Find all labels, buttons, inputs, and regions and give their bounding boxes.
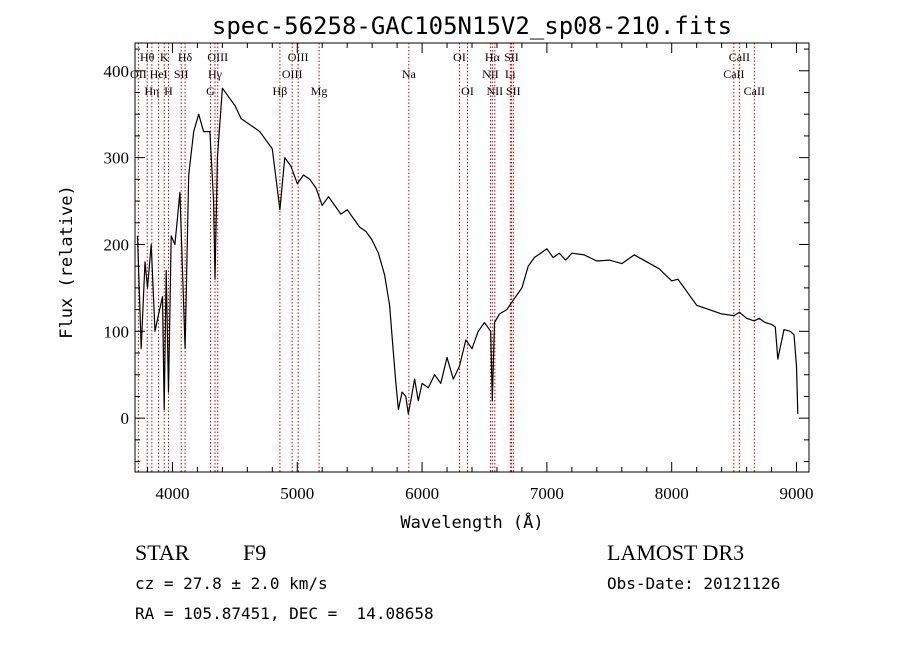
chart-title: spec-56258-GAC105N15V2_sp08-210.fits xyxy=(212,12,732,40)
y-tick-label: 300 xyxy=(104,149,130,168)
y-tick-label: 100 xyxy=(104,322,130,341)
obs-date-line: Obs-Date: 20121126 xyxy=(607,574,781,593)
x-tick-label: 8000 xyxy=(655,484,689,503)
x-tick-label: 4000 xyxy=(155,484,189,503)
y-axis: 0 100 200 300 400 xyxy=(104,48,809,463)
object-class: STAR xyxy=(135,540,190,565)
line-marker-label: SII xyxy=(174,67,189,81)
object-subclass: F9 xyxy=(243,540,267,565)
line-marker-label: CaII xyxy=(723,67,744,81)
coords-line: RA = 105.87451, DEC = 14.08658 xyxy=(135,604,434,623)
x-tick-label: 6000 xyxy=(405,484,439,503)
x-tick-label: 7000 xyxy=(530,484,564,503)
x-axis: 4000 5000 6000 7000 8000 9000 xyxy=(146,43,814,503)
spectrum-line xyxy=(136,87,799,415)
line-marker-label: NII xyxy=(482,67,499,81)
spectral-line-markers: OIIHθHηHeIKHSIIHδGHγOIIIHβOIIIOIIIMgNaOI… xyxy=(130,43,765,472)
line-marker-label: CaII xyxy=(744,84,765,98)
line-marker-label: Hθ xyxy=(140,50,155,64)
line-marker-label: OI xyxy=(461,84,474,98)
line-marker-label: Hη xyxy=(144,84,159,98)
redshift-line: cz = 27.8 ± 2.0 km/s xyxy=(135,574,328,593)
x-axis-label: Wavelength (Å) xyxy=(400,511,543,533)
line-marker-label: G xyxy=(206,84,215,98)
y-tick-label: 0 xyxy=(121,409,130,428)
line-marker-label: SII xyxy=(506,84,521,98)
line-marker-label: Hα xyxy=(485,50,501,64)
survey-name: LAMOST DR3 xyxy=(607,540,745,565)
line-marker-label: K xyxy=(160,50,169,64)
x-tick-label: 5000 xyxy=(280,484,314,503)
line-marker-label: CaII xyxy=(729,50,750,64)
line-marker-label: OIII xyxy=(282,67,303,81)
line-marker-label: OII xyxy=(130,67,147,81)
line-marker-label: Hγ xyxy=(208,67,223,81)
y-axis-label: Flux (relative) xyxy=(57,185,77,339)
line-marker-label: H xyxy=(164,84,173,98)
spectrum-series xyxy=(136,87,799,415)
line-marker-label: Hδ xyxy=(178,50,193,64)
line-marker-label: NII xyxy=(487,84,504,98)
line-marker-label: Li xyxy=(505,67,516,81)
line-marker-label: Mg xyxy=(311,84,328,98)
line-marker-label: SII xyxy=(504,50,519,64)
line-marker-label: Na xyxy=(402,67,417,81)
line-marker-label: OI xyxy=(453,50,466,64)
line-marker-label: OIII xyxy=(288,50,309,64)
line-marker-label: Hβ xyxy=(273,84,288,98)
line-marker-label: OIII xyxy=(207,50,228,64)
y-tick-label: 200 xyxy=(104,235,130,254)
x-tick-label: 9000 xyxy=(780,484,814,503)
y-tick-label: 400 xyxy=(104,62,130,81)
line-marker-label: HeI xyxy=(150,67,168,81)
